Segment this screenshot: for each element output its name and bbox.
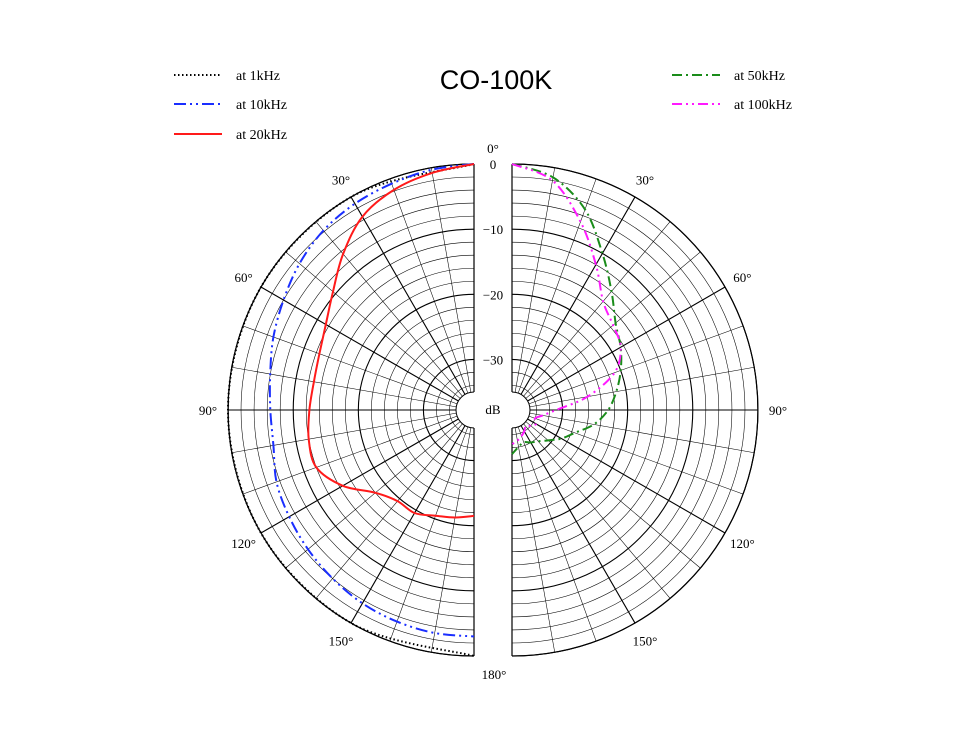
series-line-100khz — [511, 163, 622, 446]
grid-spoke-right — [517, 178, 597, 394]
angle-label-right: 150° — [633, 633, 658, 648]
grid-spoke-left — [315, 423, 463, 599]
grid-spoke-left — [431, 427, 472, 653]
grid-spoke-right — [520, 196, 636, 395]
angle-label-right: 120° — [730, 536, 755, 551]
legend-label-50khz: at 50kHz — [734, 69, 785, 84]
chart-title: CO-100K — [440, 65, 553, 95]
series-line-50khz — [511, 163, 623, 455]
grid-spoke-right — [523, 423, 671, 599]
grid-spoke-right — [529, 367, 755, 408]
grid-spoke-left — [242, 415, 458, 495]
angle-label-top: 0° — [487, 141, 499, 156]
grid-spoke-left — [242, 325, 458, 405]
grid-spoke-left — [389, 178, 469, 394]
radial-tick-label: 0 — [490, 157, 497, 172]
grid-spoke-right — [527, 286, 726, 402]
legend-label-10khz: at 10kHz — [236, 98, 287, 113]
radial-tick-label: −10 — [483, 222, 503, 237]
grid-spoke-right — [525, 421, 701, 569]
legend-label-20khz: at 20kHz — [236, 128, 287, 143]
angle-label-bottom: 180° — [482, 667, 507, 682]
legend-label-100khz: at 100kHz — [734, 98, 792, 113]
grid-spoke-left — [431, 167, 472, 393]
angle-label-left: 90° — [199, 403, 217, 418]
angle-label-right: 30° — [636, 173, 654, 188]
grid-spoke-left — [231, 412, 457, 453]
legend: at 1kHz at 10kHz at 20kHz at 50kHz at 100kHz — [174, 69, 792, 143]
angle-label-right: 60° — [733, 270, 751, 285]
radial-tick-label: −30 — [483, 352, 503, 367]
grid-spoke-right — [529, 412, 755, 453]
radial-tick-label: −20 — [483, 287, 503, 302]
label-layer: CO-100K 0° 180° dB 0 −10 −20 −30 30° 30° 60° 60… — [199, 65, 787, 682]
grid-spoke-left — [350, 425, 466, 624]
grid-spoke-right — [527, 418, 726, 534]
grid-spoke-right — [520, 425, 636, 624]
series-layer — [226, 163, 623, 657]
angle-label-left: 150° — [329, 633, 354, 648]
grid-spoke-right — [514, 427, 555, 653]
grid-spoke-right — [528, 415, 744, 495]
series-line-1khz — [226, 163, 475, 657]
grid-spoke-left — [315, 221, 463, 397]
grid-spoke-left — [260, 286, 459, 402]
grid-spoke-right — [517, 426, 597, 642]
grid-spoke-right — [514, 167, 555, 393]
angle-label-left: 120° — [231, 536, 256, 551]
legend-label-1khz: at 1kHz — [236, 69, 280, 84]
grid-spoke-right — [523, 221, 671, 397]
series-line-20khz — [307, 163, 475, 519]
center-db-label: dB — [485, 402, 501, 417]
grid-spoke-right — [528, 325, 744, 405]
grid-spoke-left — [260, 418, 459, 534]
angle-label-left: 60° — [235, 270, 253, 285]
angle-label-right: 90° — [769, 403, 787, 418]
grid-spoke-left — [350, 196, 466, 395]
grid-spoke-left — [285, 421, 461, 569]
angle-label-left: 30° — [332, 173, 350, 188]
grid-spoke-left — [285, 251, 461, 399]
grid-spoke-left — [389, 426, 469, 642]
grid-spoke-left — [231, 367, 457, 408]
